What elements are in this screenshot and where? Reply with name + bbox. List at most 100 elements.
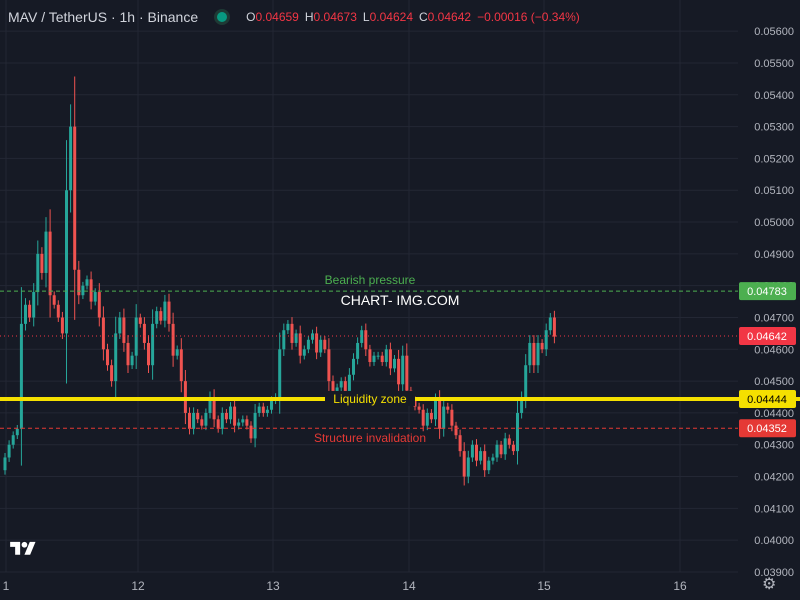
candle-body bbox=[479, 451, 483, 461]
candle-body bbox=[278, 349, 282, 398]
candle-body bbox=[360, 330, 364, 343]
candle-body bbox=[323, 339, 327, 350]
candle-body bbox=[208, 397, 212, 413]
candle-body bbox=[352, 358, 355, 375]
candle-body bbox=[32, 292, 36, 318]
candle-body bbox=[536, 342, 540, 366]
ohlc-low-key: L bbox=[362, 10, 370, 24]
candle-body bbox=[438, 400, 442, 429]
candle-body bbox=[7, 444, 11, 458]
candle-body bbox=[368, 349, 372, 363]
candle-body bbox=[36, 253, 40, 293]
candle-body bbox=[364, 330, 368, 350]
price-label: 0.04642 bbox=[747, 331, 787, 343]
candle-body bbox=[462, 451, 466, 477]
y-tick-label: 0.05400 bbox=[754, 90, 794, 102]
y-tick-label: 0.05000 bbox=[754, 217, 794, 229]
ohlc-open-value: 0.04659 bbox=[255, 10, 299, 24]
candle-body bbox=[89, 279, 93, 302]
candle-body bbox=[265, 409, 269, 413]
x-tick-label: 16 bbox=[673, 579, 687, 593]
candle-body bbox=[114, 333, 118, 382]
candle-body bbox=[503, 438, 507, 455]
candle-body bbox=[319, 339, 323, 353]
ohlc-open-key: O bbox=[246, 10, 256, 24]
candle-body bbox=[15, 428, 19, 436]
y-tick-label: 0.04000 bbox=[754, 535, 794, 547]
candle-body bbox=[372, 355, 376, 363]
ohlc-high-value: 0.04673 bbox=[313, 10, 357, 24]
y-tick-label: 0.05300 bbox=[754, 122, 794, 134]
candle-body bbox=[44, 231, 48, 273]
candle-body bbox=[487, 460, 491, 471]
level-label: Liquidity zone bbox=[333, 392, 407, 406]
y-tick-label: 0.04500 bbox=[754, 376, 794, 388]
candle-body bbox=[81, 285, 85, 296]
candle-body bbox=[200, 419, 204, 426]
candle-body bbox=[192, 412, 196, 429]
candle-body bbox=[19, 323, 23, 429]
candle-body bbox=[241, 419, 245, 423]
candle-body bbox=[552, 317, 556, 337]
candle-body bbox=[528, 342, 532, 366]
price-label-box bbox=[739, 282, 796, 301]
candle-body bbox=[507, 438, 511, 445]
candle-body bbox=[290, 323, 294, 343]
candle-body bbox=[302, 349, 306, 356]
candle-body bbox=[126, 342, 130, 366]
candle-body bbox=[118, 317, 122, 334]
candle-body bbox=[446, 406, 450, 410]
candle-body bbox=[249, 425, 253, 439]
candle-body bbox=[245, 419, 249, 426]
candle-body bbox=[253, 412, 257, 439]
tradingview-logo-icon[interactable] bbox=[10, 539, 36, 559]
ohlc-values: O0.04659 H0.04673 L0.04624 C0.04642 −0.0… bbox=[246, 10, 580, 24]
candle-body bbox=[101, 317, 105, 350]
candle-body bbox=[532, 342, 536, 366]
candle-body bbox=[450, 409, 454, 426]
watermark: CHART- IMG.COM bbox=[341, 292, 460, 308]
candle-body bbox=[196, 412, 200, 420]
candle-body bbox=[134, 317, 138, 356]
ohlc-change-value: −0.00016 (−0.34%) bbox=[477, 10, 580, 24]
candle-body bbox=[376, 355, 380, 357]
candle-body bbox=[442, 406, 446, 429]
symbol-title[interactable]: MAV / TetherUS · 1h · Binance bbox=[8, 9, 199, 25]
ohlc-low-value: 0.04624 bbox=[369, 10, 413, 24]
candle-body bbox=[155, 311, 159, 324]
candle-body bbox=[429, 412, 433, 420]
candle-body bbox=[163, 301, 167, 321]
candle-body bbox=[306, 339, 310, 350]
price-label-box bbox=[739, 389, 796, 408]
gear-icon[interactable]: ⚙ bbox=[762, 576, 777, 593]
candle-body bbox=[97, 292, 101, 318]
candle-body bbox=[356, 342, 360, 359]
candle-body bbox=[470, 444, 474, 458]
candle-body bbox=[282, 330, 286, 350]
candle-body bbox=[520, 397, 524, 413]
candle-body bbox=[56, 304, 60, 318]
candle-body bbox=[220, 412, 224, 429]
level-label: Bearish pressure bbox=[325, 273, 416, 287]
price-label: 0.04444 bbox=[747, 394, 787, 406]
candle-body bbox=[434, 400, 437, 420]
y-tick-label: 0.04200 bbox=[754, 472, 794, 484]
candle-body bbox=[311, 333, 314, 340]
candle-body bbox=[544, 330, 548, 350]
candle-body bbox=[454, 425, 458, 436]
price-label: 0.04783 bbox=[747, 286, 787, 298]
candle-body bbox=[175, 349, 179, 356]
y-tick-label: 0.05600 bbox=[754, 26, 794, 38]
candle-body bbox=[347, 374, 351, 394]
level-label: Structure invalidation bbox=[314, 431, 426, 445]
candle-body bbox=[171, 323, 175, 356]
candle-body bbox=[142, 323, 146, 343]
candle-body bbox=[188, 412, 191, 429]
candle-body bbox=[60, 317, 64, 334]
candle-body bbox=[380, 355, 384, 363]
candle-body bbox=[147, 342, 150, 366]
y-tick-label: 0.04400 bbox=[754, 408, 794, 420]
